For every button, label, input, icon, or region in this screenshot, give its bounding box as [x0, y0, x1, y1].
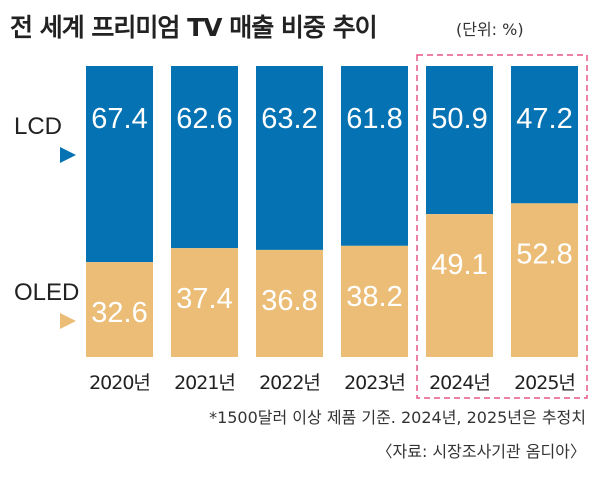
bar-oled-2020년 — [86, 262, 153, 357]
source-note: 〈자료: 시장조사기관 옴디아〉 — [376, 442, 586, 461]
bar-lcd-2020년 — [86, 66, 153, 263]
bar-oled-2025년 — [511, 203, 578, 357]
x-tick-label: 2022년 — [259, 372, 320, 394]
bar-lcd-2022년 — [256, 66, 323, 250]
bar-oled-2022년 — [256, 249, 323, 357]
data-label-lcd: 47.2 — [516, 103, 572, 135]
x-tick-label: 2023년 — [344, 372, 405, 394]
legend-label-lcd: LCD — [14, 113, 62, 140]
unit-label: (단위: %) — [456, 20, 524, 39]
x-tick-label: 2025년 — [514, 372, 575, 394]
bar-lcd-2023년 — [341, 66, 408, 246]
bar-lcd-2024년 — [426, 66, 493, 215]
x-tick-label: 2020년 — [89, 372, 150, 394]
bar-lcd-2025년 — [511, 66, 578, 204]
legend-label-oled: OLED — [14, 279, 79, 306]
data-label-lcd: 50.9 — [431, 103, 487, 135]
estimate-highlight-box — [416, 54, 588, 399]
data-label-lcd: 67.4 — [91, 103, 147, 135]
data-label-oled: 38.2 — [346, 281, 402, 313]
x-tick-label: 2021년 — [174, 372, 235, 394]
data-label-lcd: 63.2 — [261, 103, 317, 135]
data-label-lcd: 61.8 — [346, 103, 402, 135]
data-label-oled: 49.1 — [431, 249, 487, 281]
data-label-oled: 37.4 — [176, 283, 232, 315]
legend-marker-oled — [60, 313, 76, 329]
data-label-oled: 32.6 — [91, 297, 147, 329]
bar-oled-2021년 — [171, 248, 238, 357]
footnote: *1500달러 이상 제품 기준. 2024년, 2025년은 추정치 — [209, 408, 586, 427]
x-tick-label: 2024년 — [429, 372, 490, 394]
data-label-oled: 36.8 — [261, 285, 317, 317]
bar-oled-2024년 — [426, 214, 493, 357]
legend-marker-lcd — [60, 147, 76, 163]
bar-oled-2023년 — [341, 245, 408, 357]
chart-title: 전 세계 프리미엄 TV 매출 비중 추이 — [10, 13, 378, 42]
data-label-oled: 52.8 — [516, 238, 572, 270]
bar-lcd-2021년 — [171, 66, 238, 249]
data-label-lcd: 62.6 — [176, 103, 232, 135]
